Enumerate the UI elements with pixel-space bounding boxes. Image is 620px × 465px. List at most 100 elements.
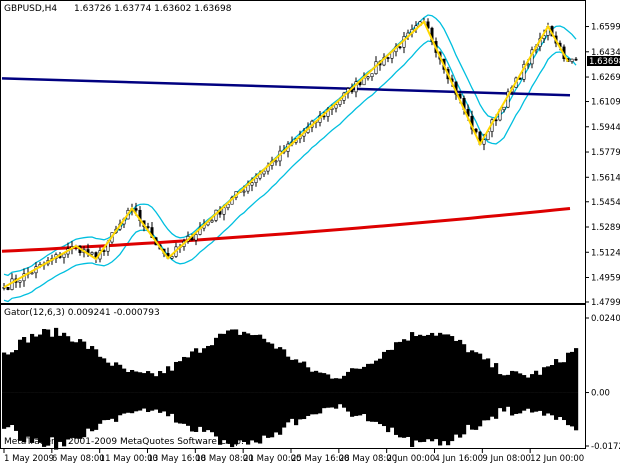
gator-bar-lower — [562, 392, 567, 421]
gator-bar-lower — [370, 392, 375, 422]
gator-bar-upper — [30, 333, 35, 393]
gator-bar-upper — [334, 378, 339, 393]
gator-bar-upper — [14, 350, 19, 393]
gator-bar-upper — [122, 368, 127, 393]
gator-bar-upper — [70, 341, 75, 393]
time-tick-label: 21 May 00:00 — [243, 454, 301, 464]
gator-bar-upper — [6, 354, 11, 393]
time-tick-label: 28 May 08:00 — [339, 454, 397, 464]
gator-bar-upper — [322, 373, 327, 393]
gator-bar-upper — [118, 364, 123, 393]
gator-bar-upper — [114, 362, 119, 393]
gator-bar-lower — [2, 392, 7, 429]
gator-bar-upper — [26, 342, 31, 393]
gator-tick-label: -0.01727 — [591, 442, 620, 452]
gator-bar-lower — [86, 392, 91, 429]
gator-bar-upper — [506, 374, 511, 393]
price-plot — [1, 14, 578, 303]
gator-bar-lower — [314, 392, 319, 415]
gator-bar-lower — [258, 392, 263, 444]
time-tick-label: 6 May 08:00 — [52, 454, 105, 464]
gator-bar-lower — [402, 392, 407, 438]
gator-bar-upper — [510, 370, 515, 393]
gator-title: Gator(12,6,3) 0.009241 -0.000793 — [4, 308, 160, 318]
gator-bar-upper — [418, 334, 423, 393]
gator-bar-lower — [542, 392, 547, 416]
gator-bar-lower — [98, 392, 103, 424]
gator-bar-lower — [506, 392, 511, 407]
gator-bar-upper — [570, 351, 575, 393]
gator-bar-lower — [554, 392, 559, 420]
gator-bar-lower — [374, 392, 379, 422]
ma-blue-line — [1, 77, 571, 97]
time-tick-label: 4 Jun 16:00 — [435, 454, 484, 464]
gator-bar-lower — [90, 392, 95, 432]
gator-bar-lower — [558, 392, 563, 418]
time-tick-label: 13 May 16:00 — [148, 454, 206, 464]
gator-bar-upper — [446, 334, 451, 393]
gator-bar-lower — [434, 392, 439, 440]
gator-bar-upper — [438, 332, 443, 393]
gator-bar-lower — [462, 392, 467, 435]
gator-bar-upper — [494, 363, 499, 393]
candle — [170, 255, 174, 260]
gator-bar-upper — [530, 374, 535, 393]
gator-bar-lower — [410, 392, 415, 448]
gator-bar-upper — [454, 340, 459, 393]
gator-bar-lower — [450, 392, 455, 442]
gator-bar-upper — [270, 343, 275, 393]
gator-bar-upper — [246, 333, 251, 393]
gator-bar-upper — [210, 345, 215, 393]
price-tick-label: 1.61090 — [591, 98, 620, 108]
gator-bar-lower — [326, 392, 331, 408]
gator-bar-upper — [146, 371, 151, 393]
candle — [386, 56, 390, 63]
price-axis: 1.65990 1.64340 1.62690 1.61090 1.59440 1.577… — [585, 23, 620, 308]
gator-bar-upper — [222, 333, 227, 393]
gator-bar-lower — [318, 392, 323, 414]
gator-bar-upper — [150, 373, 155, 393]
gator-bar-upper — [386, 349, 391, 393]
gator-bar-upper — [398, 341, 403, 393]
gator-bar-lower — [518, 392, 523, 414]
gator-tick-label: 0.00 — [591, 389, 610, 399]
gator-bar-upper — [318, 372, 323, 393]
gator-bar-lower — [178, 392, 183, 424]
gator-bar-lower — [266, 392, 271, 438]
gator-bar-lower — [494, 392, 499, 419]
gator-bar-lower — [510, 392, 515, 416]
gator-bar-lower — [490, 392, 495, 417]
gator-bar-upper — [294, 359, 299, 393]
gator-bar-upper — [422, 335, 427, 393]
gator-bar-upper — [350, 368, 355, 393]
gator-bar-lower — [74, 392, 79, 439]
gator-bar-upper — [514, 371, 519, 393]
gator-bar-upper — [534, 370, 539, 393]
gator-bar-upper — [434, 335, 439, 393]
gator-bar-lower — [522, 392, 527, 411]
gator-bar-upper — [426, 334, 431, 393]
gator-bar-upper — [66, 336, 71, 393]
gator-bar-lower — [254, 392, 259, 443]
gator-bar-upper — [498, 374, 503, 393]
gator-bar-upper — [286, 356, 291, 393]
gator-bar-upper — [290, 359, 295, 393]
gator-bar-lower — [442, 392, 447, 442]
gator-bar-upper — [306, 367, 311, 393]
gator-bar-lower — [114, 392, 119, 422]
gator-bar-lower — [214, 392, 219, 437]
gator-bar-lower — [342, 392, 347, 408]
gator-bar-upper — [314, 370, 319, 393]
gator-bar-lower — [126, 392, 131, 413]
gator-bar-upper — [10, 352, 15, 393]
gator-bar-upper — [538, 374, 543, 393]
gator-bar-lower — [170, 392, 175, 414]
gator-bar-lower — [186, 392, 191, 426]
gator-bar-lower — [134, 392, 139, 412]
gator-bar-lower — [290, 392, 295, 419]
gator-bar-lower — [366, 392, 371, 422]
gator-bar-lower — [406, 392, 411, 437]
gator-bar-lower — [58, 392, 63, 442]
